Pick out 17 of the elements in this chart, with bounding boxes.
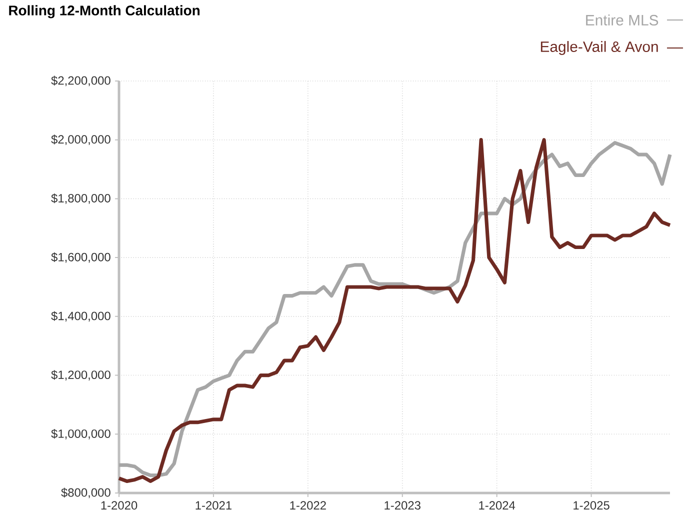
legend-label: Entire MLS	[586, 14, 658, 26]
y-tick-label: $2,000,000	[51, 134, 110, 146]
x-tick-label: 1-2022	[290, 501, 326, 510]
x-tick-label: 1-2025	[574, 501, 610, 510]
legend-label: Eagle-Vail & Avon	[540, 41, 658, 55]
y-tick-label: $1,800,000	[51, 194, 110, 204]
x-tick-label: 1-2020	[101, 501, 138, 510]
y-tick-label: $1,000,000	[51, 428, 110, 440]
x-tick-label: 1-2023	[384, 501, 420, 510]
y-tick-label: $1,200,000	[51, 370, 110, 380]
chart-title: Rolling 12-Month Calculation	[9, 5, 200, 18]
y-tick-label: $1,600,000	[51, 252, 110, 263]
y-tick-label: $800,000	[61, 488, 110, 498]
x-tick-label: 1-2021	[196, 501, 232, 510]
y-tick-label: $2,200,000	[51, 76, 110, 86]
y-tick-label: $1,400,000	[51, 311, 110, 322]
x-tick-label: 1-2024	[479, 501, 516, 510]
